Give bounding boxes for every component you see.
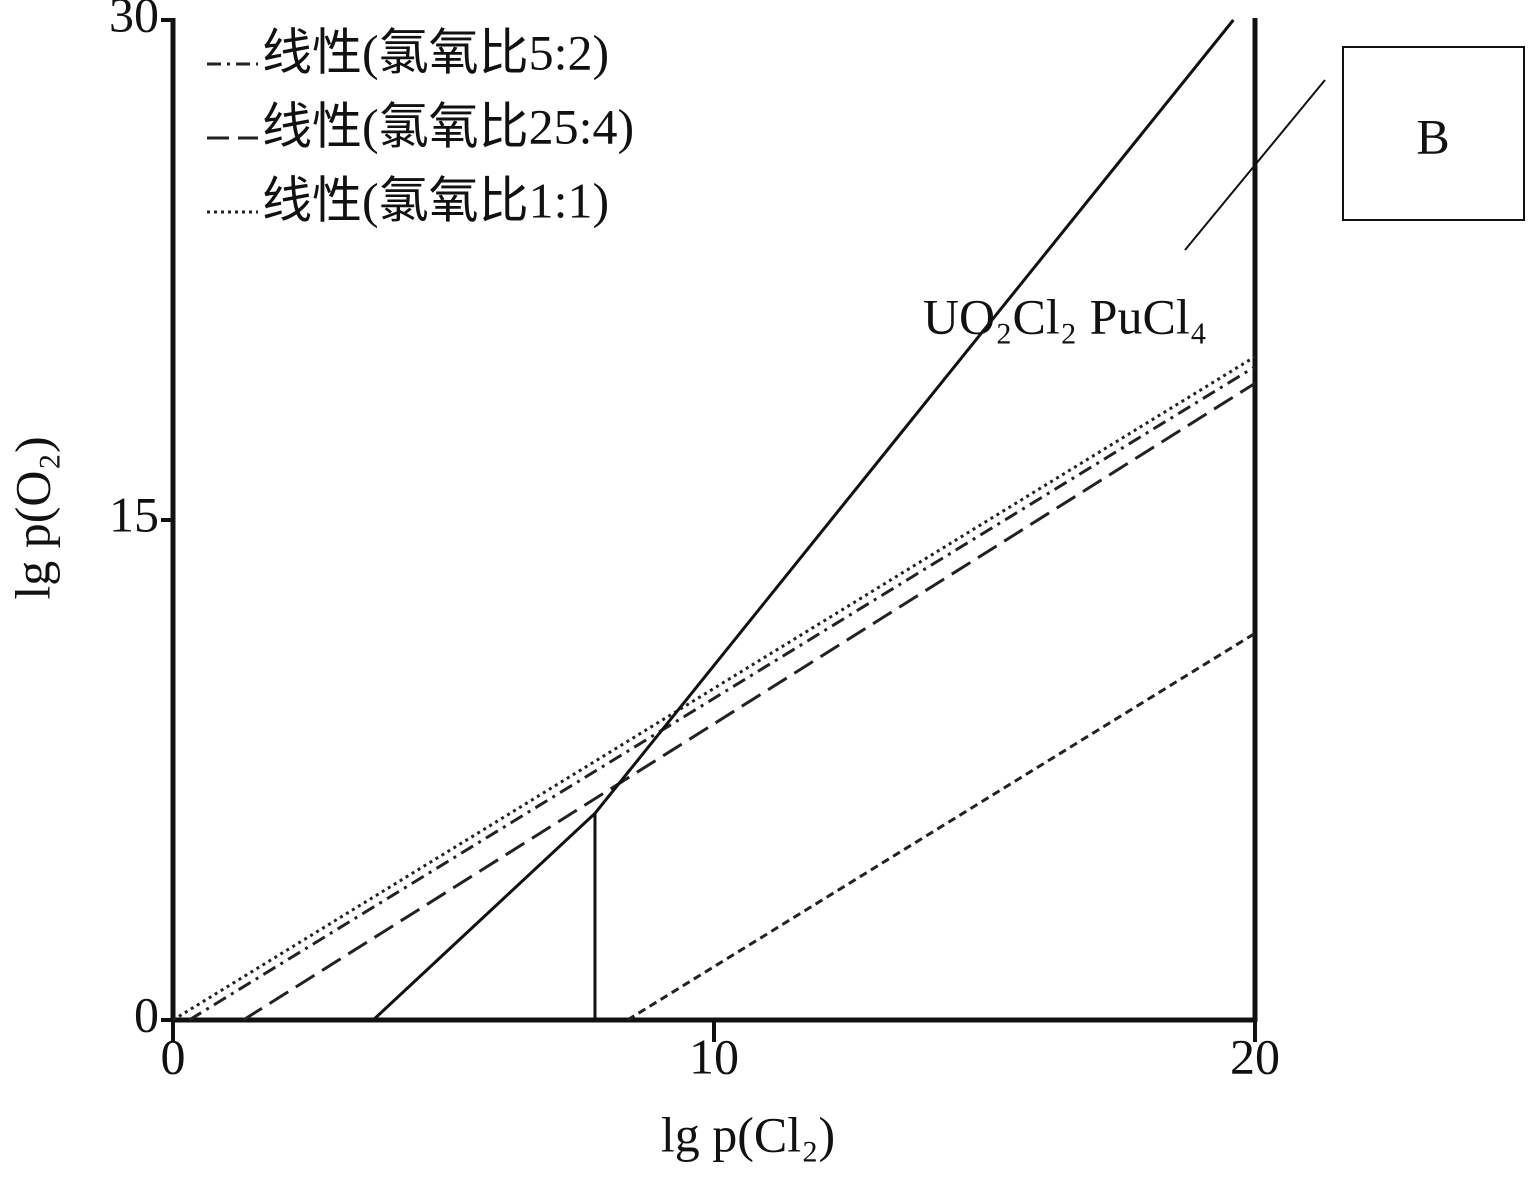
annotation: UO₂Cl₂ PuCl₄ bbox=[923, 288, 1207, 344]
y-tick-label: 15 bbox=[109, 486, 159, 542]
y-tick-label: 30 bbox=[109, 0, 159, 42]
y-axis-label: lg p(O₂) bbox=[4, 436, 60, 599]
x-tick-label: 20 bbox=[1230, 1028, 1280, 1084]
series-line bbox=[242, 382, 1256, 1022]
series-line bbox=[172, 355, 1256, 1022]
x-tick-label: 10 bbox=[689, 1028, 739, 1084]
series-line bbox=[188, 365, 1256, 1022]
y-tick-label: 0 bbox=[134, 986, 159, 1042]
legend-label: 线性(氯氧比1:1) bbox=[262, 172, 609, 228]
series-line bbox=[626, 632, 1256, 1022]
legend-label: 线性(氯氧比5:2) bbox=[262, 24, 609, 80]
annotation: B bbox=[1416, 108, 1449, 164]
x-axis-label: lg p(Cl₂) bbox=[661, 1106, 835, 1162]
annotation-box bbox=[1342, 46, 1525, 221]
x-tick-label: 0 bbox=[161, 1028, 186, 1084]
legend-label: 线性(氯氧比25:4) bbox=[262, 98, 634, 154]
series-line bbox=[372, 19, 1235, 1022]
